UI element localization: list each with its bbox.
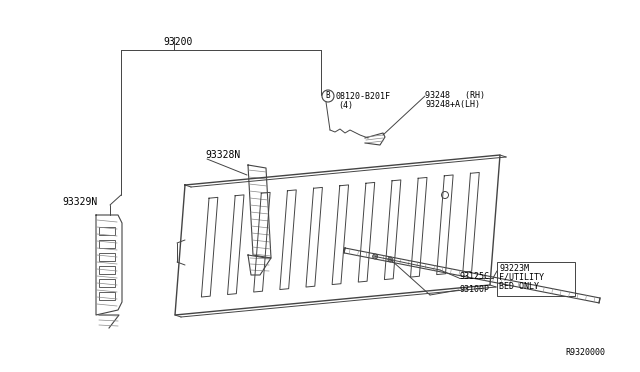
Text: 93328N: 93328N: [205, 150, 240, 160]
Bar: [99, 240, 115, 248]
Text: 08120-B201F: 08120-B201F: [335, 92, 390, 101]
Bar: [99, 253, 115, 261]
Bar: [99, 266, 115, 274]
Text: F/UTILITY: F/UTILITY: [499, 273, 544, 282]
Text: 93248+A(LH): 93248+A(LH): [425, 100, 480, 109]
Bar: [99, 279, 115, 287]
Circle shape: [372, 254, 378, 259]
Text: (4): (4): [338, 101, 353, 110]
Bar: [99, 227, 115, 235]
Text: 93329N: 93329N: [62, 197, 97, 207]
Circle shape: [388, 257, 393, 262]
Text: 93100P: 93100P: [460, 285, 490, 294]
Text: BED ONLY: BED ONLY: [499, 282, 539, 291]
Text: B: B: [326, 92, 330, 100]
Text: 93200: 93200: [163, 37, 193, 47]
Bar: [497, 262, 575, 296]
Bar: [99, 292, 115, 300]
Text: R9320000: R9320000: [565, 348, 605, 357]
Text: 93248   (RH): 93248 (RH): [425, 91, 485, 100]
Text: 93223M: 93223M: [499, 264, 529, 273]
Text: 93125C: 93125C: [460, 272, 490, 281]
